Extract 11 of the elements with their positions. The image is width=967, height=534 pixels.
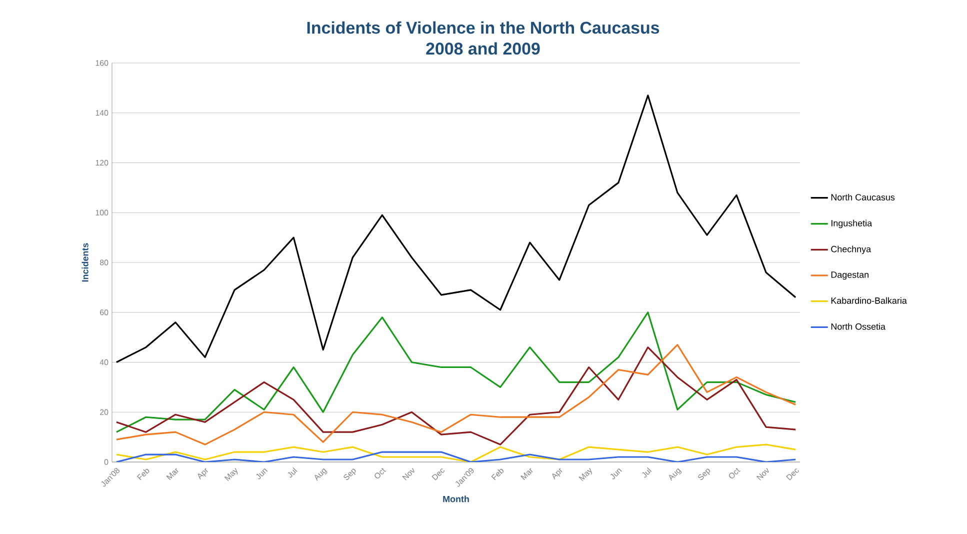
legend-label: North Ossetia xyxy=(831,323,886,330)
line-series xyxy=(116,94,796,364)
legend-label: Ingushetia xyxy=(832,220,872,228)
legend-label: Kabardino-Balkaria xyxy=(831,297,907,304)
legend-label: Chechnya xyxy=(831,246,872,254)
y-axis-title: Incidents xyxy=(82,243,88,282)
legend-label: Dagestan xyxy=(831,272,868,280)
line-series xyxy=(116,312,796,433)
legend-label: North Caucasus xyxy=(831,194,895,200)
chart-title: Incidents of Violence in the North Caucasus 2008 and 2009 xyxy=(307,21,660,55)
x-axis-title: Month xyxy=(443,496,469,502)
